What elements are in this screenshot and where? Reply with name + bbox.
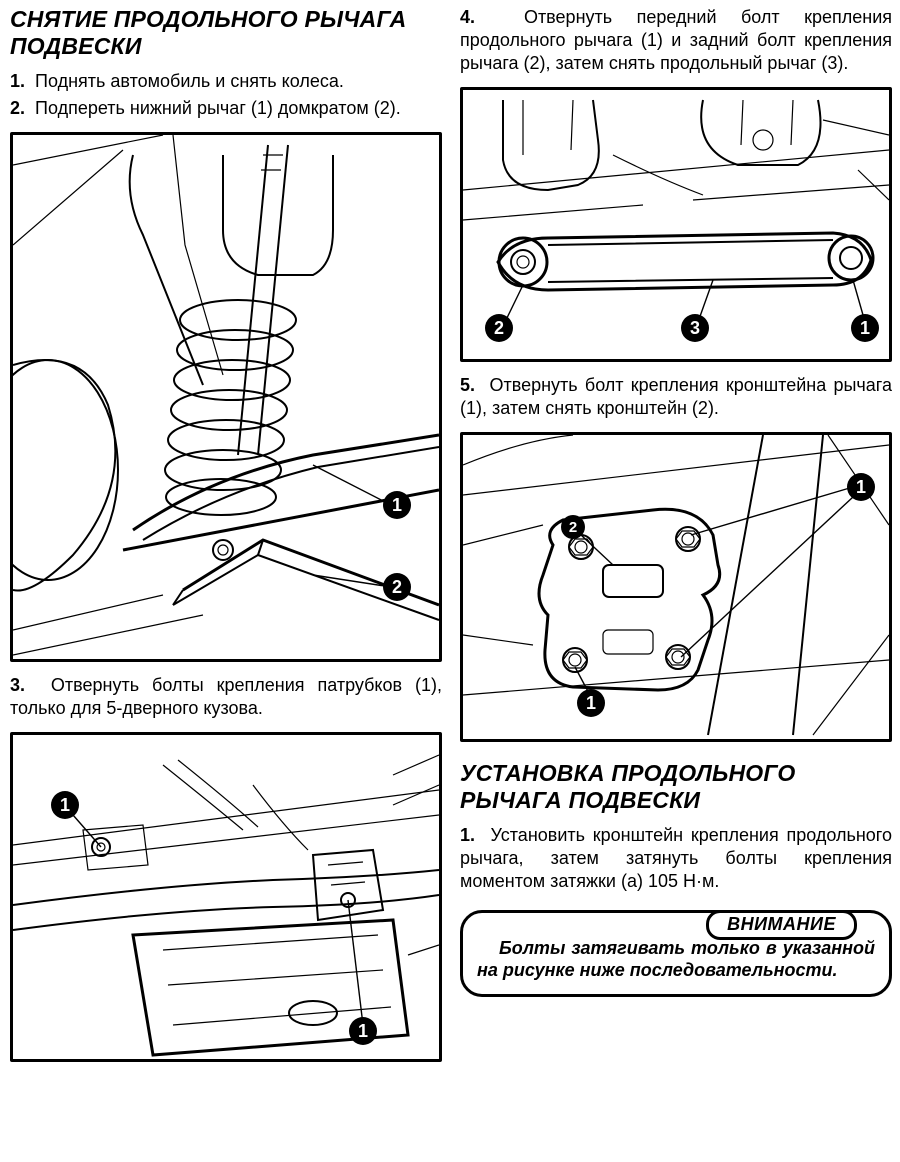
figure-1-svg [13, 135, 439, 659]
figure-3-svg [463, 90, 889, 359]
callout-1d: 1 [847, 473, 875, 501]
install-1-num: 1. [460, 825, 475, 845]
step-4-text: Отвернуть передний болт крепления продол… [460, 7, 892, 73]
step-3-num: 3. [10, 675, 25, 695]
step-5-num: 5. [460, 375, 475, 395]
step-3: 3. Отвернуть болты крепления патрубков (… [10, 674, 442, 720]
step-1-num: 1. [10, 71, 25, 91]
page: СНЯТИЕ ПРОДОЛЬНОГО РЫЧАГА ПОДВЕСКИ 1. По… [0, 0, 900, 1162]
step-2-text: Подпереть нижний рычаг (1) домкратом (2)… [35, 98, 401, 118]
callout-1e: 1 [577, 689, 605, 717]
callout-2a: 2 [485, 314, 513, 342]
figure-2: 1 1 [10, 732, 442, 1062]
step-5-text: Отвернуть болт крепления кронштейна рыча… [460, 375, 892, 418]
step-4: 4. Отвернуть передний болт крепления про… [460, 6, 892, 75]
step-5: 5. Отвернуть болт крепления кронштейна р… [460, 374, 892, 420]
figure-1: 1 2 [10, 132, 442, 662]
callout-3a: 3 [681, 314, 709, 342]
figure-4: 1 2 1 [460, 432, 892, 742]
install-step-1: 1. Установить кронштейн крепления продол… [460, 824, 892, 893]
right-column: 4. Отвернуть передний болт крепления про… [460, 6, 892, 1156]
step-1-text: Поднять автомобиль и снять колеса. [35, 71, 344, 91]
figure-2-svg [13, 735, 439, 1059]
heading-install: УСТАНОВКА ПРОДОЛЬНОГО РЫЧАГА ПОДВЕСКИ [460, 760, 892, 814]
step-3-text: Отвернуть болты крепления патрубков (1),… [10, 675, 442, 718]
notice-box: ВНИМАНИЕ Болты затягивать только в указа… [460, 910, 892, 997]
callout-2b: 2 [561, 515, 585, 539]
step-4-num: 4. [460, 7, 475, 27]
step-2: 2. Подпереть нижний рычаг (1) домкратом … [10, 97, 442, 120]
install-1-text: Установить кронштейн крепления продольно… [460, 825, 892, 891]
figure-3: 2 3 1 [460, 87, 892, 362]
left-column: СНЯТИЕ ПРОДОЛЬНОГО РЫЧАГА ПОДВЕСКИ 1. По… [10, 6, 442, 1156]
figure-4-svg [463, 435, 889, 739]
notice-label: ВНИМАНИЕ [706, 910, 857, 940]
heading-removal: СНЯТИЕ ПРОДОЛЬНОГО РЫЧАГА ПОДВЕСКИ [10, 6, 442, 60]
step-1: 1. Поднять автомобиль и снять колеса. [10, 70, 442, 93]
step-2-num: 2. [10, 98, 25, 118]
callout-1c: 1 [851, 314, 879, 342]
notice-body: Болты затягивать только в указанной на р… [477, 937, 875, 982]
